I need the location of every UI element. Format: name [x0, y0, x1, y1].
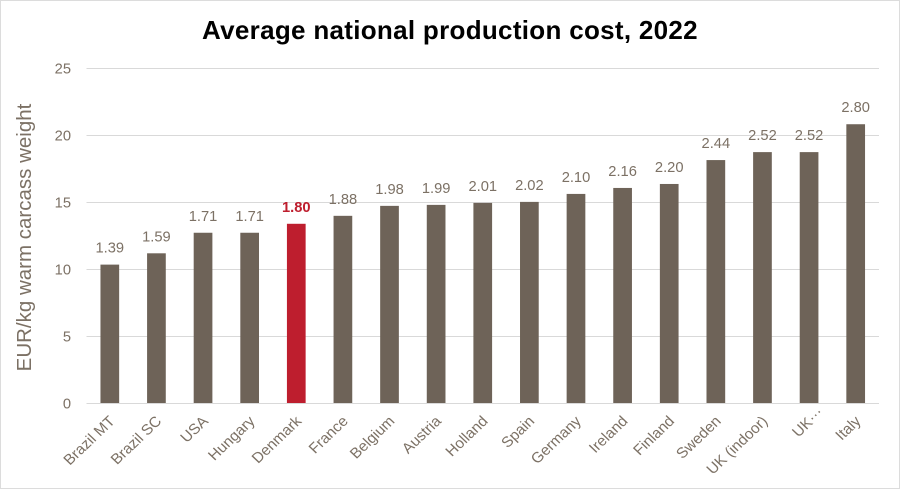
svg-text:20: 20 — [55, 128, 71, 144]
svg-text:1.98: 1.98 — [375, 182, 404, 198]
svg-text:2.52: 2.52 — [795, 128, 824, 144]
svg-text:0: 0 — [63, 396, 71, 412]
svg-text:2.80: 2.80 — [841, 100, 870, 116]
svg-text:1.88: 1.88 — [329, 192, 358, 208]
svg-text:EUR/kg warm carcass weight: EUR/kg warm carcass weight — [13, 103, 36, 371]
svg-text:5: 5 — [63, 329, 71, 345]
svg-text:1.71: 1.71 — [235, 209, 264, 225]
svg-text:2.01: 2.01 — [468, 179, 497, 195]
svg-text:2.10: 2.10 — [562, 170, 591, 186]
svg-text:1.80: 1.80 — [282, 200, 311, 216]
svg-text:2.20: 2.20 — [655, 160, 684, 176]
svg-text:2.16: 2.16 — [608, 164, 637, 180]
svg-text:Average national production co: Average national production cost, 2022 — [202, 15, 698, 45]
svg-text:15: 15 — [55, 195, 71, 211]
svg-text:1.59: 1.59 — [142, 229, 171, 245]
svg-text:1.71: 1.71 — [189, 209, 218, 225]
svg-text:1.39: 1.39 — [96, 241, 125, 257]
svg-text:10: 10 — [55, 262, 71, 278]
svg-text:25: 25 — [55, 61, 71, 77]
svg-text:2.44: 2.44 — [702, 136, 731, 152]
svg-text:2.02: 2.02 — [515, 178, 544, 194]
svg-text:2.52: 2.52 — [748, 128, 777, 144]
svg-text:1.99: 1.99 — [422, 181, 451, 197]
